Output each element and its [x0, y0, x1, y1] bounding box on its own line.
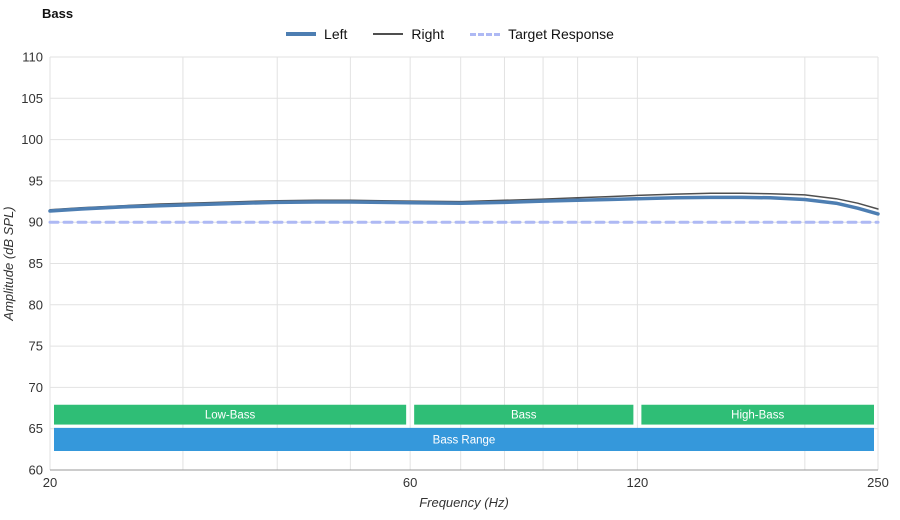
legend-item-target-response[interactable]: Target Response [470, 26, 614, 42]
y-tick-label: 110 [22, 50, 43, 65]
band-low-bass [54, 404, 407, 425]
band-label: Bass Range [433, 434, 496, 446]
y-tick-label: 100 [21, 132, 43, 147]
right-line-swatch [373, 33, 404, 35]
band-label: Low-Bass [205, 410, 256, 422]
x-tick-label: 20 [43, 475, 57, 490]
band-label: Bass [511, 410, 537, 422]
curve-left [48, 195, 880, 216]
legend-item-left[interactable]: Left [286, 26, 347, 42]
legend-label-right: Right [411, 26, 445, 42]
y-tick-label: 85 [29, 256, 43, 271]
legend-label-target-response: Target Response [508, 26, 614, 42]
x-tick-label: 250 [867, 475, 889, 490]
legend-label-left: Left [324, 26, 348, 42]
y-axis-title: Amplitude (dB SPL) [1, 206, 16, 321]
y-tick-label: 70 [29, 380, 43, 395]
x-axis-title: Frequency (Hz) [419, 495, 509, 510]
band-high-bass [641, 404, 874, 425]
legend-item-right[interactable]: Right [373, 26, 444, 42]
chart-title: Bass [42, 6, 74, 21]
left-line-swatch [286, 32, 317, 36]
band-bass [414, 404, 634, 425]
y-tick-label: 75 [29, 339, 43, 354]
target-response-line-swatch [470, 32, 501, 36]
band-label: High-Bass [731, 410, 784, 422]
band-bass-range [54, 427, 874, 452]
y-tick-label: 105 [21, 91, 43, 106]
chart-legend: Left Right Target Response [0, 26, 900, 42]
y-tick-label: 90 [29, 215, 43, 230]
x-tick-label: 120 [627, 475, 649, 490]
y-tick-label: 60 [29, 463, 43, 478]
y-tick-label: 65 [29, 421, 43, 436]
x-tick-label: 60 [403, 475, 417, 490]
y-tick-label: 95 [29, 173, 43, 188]
y-tick-label: 80 [29, 297, 43, 312]
